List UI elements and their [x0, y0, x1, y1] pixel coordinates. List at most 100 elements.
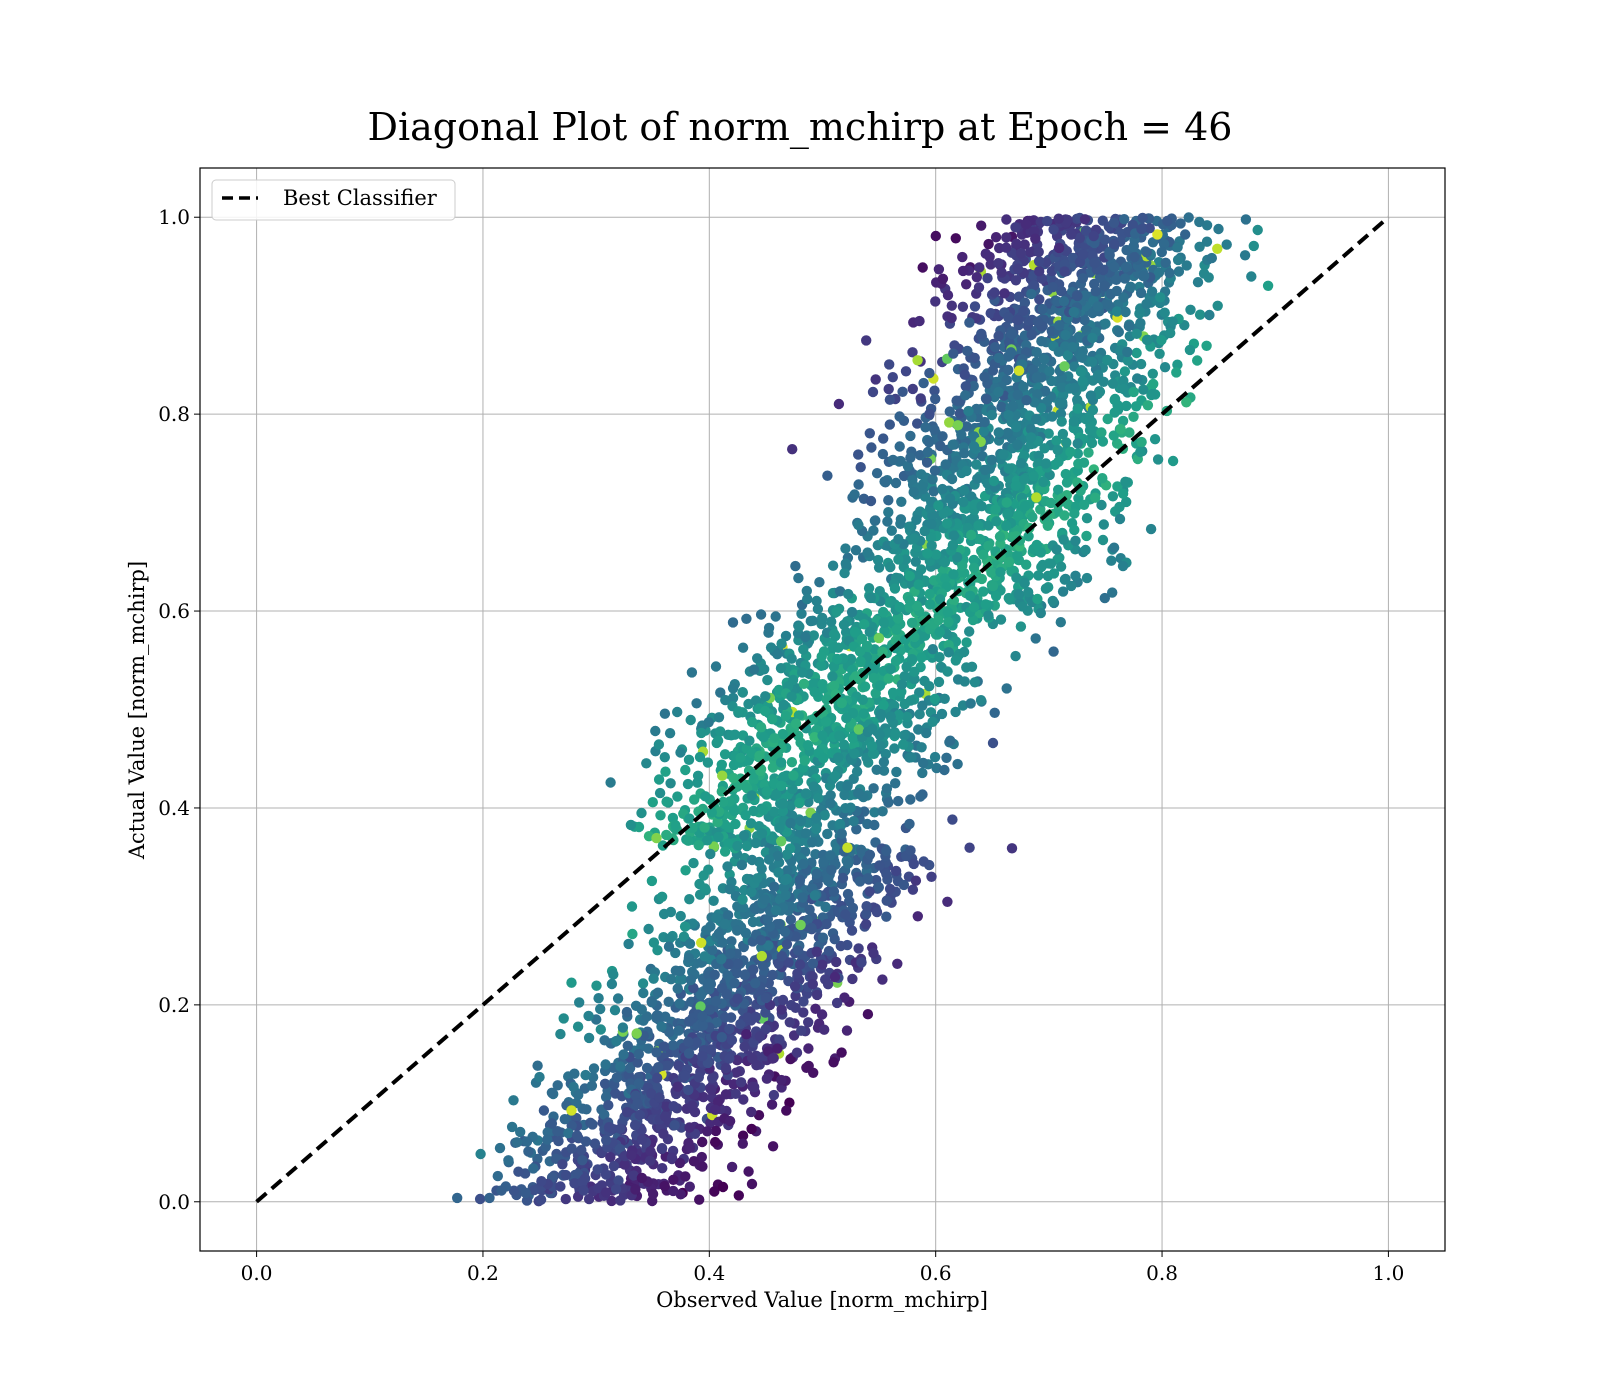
- scatter-point: [1083, 411, 1095, 423]
- scatter-point: [1128, 386, 1139, 398]
- scatter-point: [775, 663, 787, 674]
- scatter-point: [696, 937, 707, 948]
- scatter-point: [983, 610, 994, 621]
- scatter-point: [1090, 286, 1102, 297]
- scatter-point: [1079, 290, 1091, 301]
- scatter-point: [641, 1062, 653, 1074]
- scatter-point: [1137, 212, 1148, 224]
- scatter-point: [1032, 316, 1044, 327]
- scatter-point: [1002, 508, 1013, 520]
- scatter-point: [1107, 491, 1119, 502]
- scatter-point: [1114, 501, 1125, 513]
- scatter-point: [1053, 456, 1064, 467]
- scatter-point: [1252, 224, 1263, 236]
- scatter-point: [1020, 219, 1032, 230]
- scatter-point: [1072, 403, 1083, 414]
- scatter-point: [647, 797, 658, 808]
- scatter-point: [1117, 488, 1129, 499]
- scatter-point: [914, 709, 925, 720]
- scatter-point: [790, 560, 801, 572]
- scatter-point: [1051, 544, 1062, 555]
- scatter-point: [726, 1034, 738, 1046]
- y-tick-label: 1.0: [158, 205, 190, 229]
- scatter-point: [916, 652, 927, 663]
- scatter-point: [1010, 480, 1021, 491]
- scatter-point: [1147, 237, 1159, 248]
- scatter-point: [991, 516, 1002, 527]
- scatter-point: [877, 448, 889, 460]
- scatter-point: [736, 859, 748, 871]
- scatter-point: [1092, 369, 1104, 381]
- scatter-point: [777, 994, 789, 1006]
- scatter-point: [952, 420, 964, 431]
- scatter-point: [553, 1135, 564, 1147]
- scatter-point: [889, 743, 900, 754]
- scatter-point: [622, 1040, 633, 1052]
- scatter-point: [534, 1071, 545, 1083]
- scatter-point: [810, 849, 821, 860]
- scatter-point: [741, 1029, 752, 1040]
- scatter-point: [1059, 266, 1070, 277]
- scatter-point: [1001, 214, 1012, 225]
- scatter-point: [1080, 225, 1092, 236]
- scatter-point: [943, 616, 954, 628]
- scatter-point: [709, 1186, 720, 1197]
- scatter-point: [790, 990, 801, 1002]
- scatter-point: [961, 637, 972, 648]
- scatter-point: [915, 791, 926, 802]
- scatter-point: [828, 886, 840, 897]
- scatter-point: [834, 730, 845, 741]
- scatter-point: [986, 454, 998, 466]
- scatter-point: [1099, 280, 1111, 292]
- scatter-point: [508, 1095, 519, 1106]
- scatter-point: [1152, 454, 1164, 465]
- scatter-point: [1088, 230, 1099, 242]
- scatter-point: [796, 1025, 807, 1036]
- scatter-point: [603, 1100, 614, 1111]
- scatter-point: [1152, 229, 1163, 240]
- scatter-point: [659, 708, 671, 719]
- scatter-point: [851, 766, 863, 777]
- scatter-point: [566, 1143, 577, 1154]
- scatter-point: [632, 1098, 643, 1109]
- scatter-point: [868, 525, 879, 536]
- scatter-point: [1033, 246, 1044, 258]
- scatter-point: [979, 464, 991, 476]
- scatter-point: [784, 1097, 795, 1108]
- scatter-point: [920, 422, 931, 433]
- scatter-point: [948, 530, 960, 541]
- scatter-point: [904, 521, 915, 532]
- scatter-point: [890, 728, 901, 739]
- scatter-point: [941, 518, 953, 529]
- scatter-point: [801, 585, 812, 597]
- scatter-point: [1001, 520, 1012, 532]
- scatter-point: [719, 1012, 731, 1023]
- scatter-point: [767, 762, 779, 773]
- scatter-point: [881, 911, 892, 922]
- scatter-point: [1031, 372, 1043, 383]
- scatter-point: [1044, 366, 1055, 377]
- scatter-point: [1034, 294, 1045, 305]
- scatter-point: [1104, 249, 1115, 261]
- scatter-point: [1055, 561, 1067, 572]
- scatter-point: [772, 649, 783, 660]
- scatter-point: [1006, 329, 1018, 340]
- scatter-point: [1039, 443, 1050, 454]
- scatter-point: [744, 735, 755, 746]
- scatter-point: [868, 783, 879, 794]
- scatter-point: [937, 483, 948, 495]
- legend-box: [211, 179, 456, 221]
- scatter-point: [717, 770, 728, 781]
- scatter-point: [726, 936, 737, 947]
- scatter-point: [976, 573, 987, 585]
- scatter-point: [931, 762, 942, 774]
- scatter-point: [710, 1125, 722, 1137]
- scatter-point: [929, 465, 941, 476]
- scatter-point: [820, 716, 832, 727]
- scatter-point: [1136, 223, 1147, 235]
- scatter-point: [913, 579, 924, 590]
- scatter-point: [898, 879, 910, 891]
- scatter-point: [905, 845, 916, 856]
- scatter-point: [1159, 362, 1171, 373]
- scatter-point: [1129, 251, 1140, 263]
